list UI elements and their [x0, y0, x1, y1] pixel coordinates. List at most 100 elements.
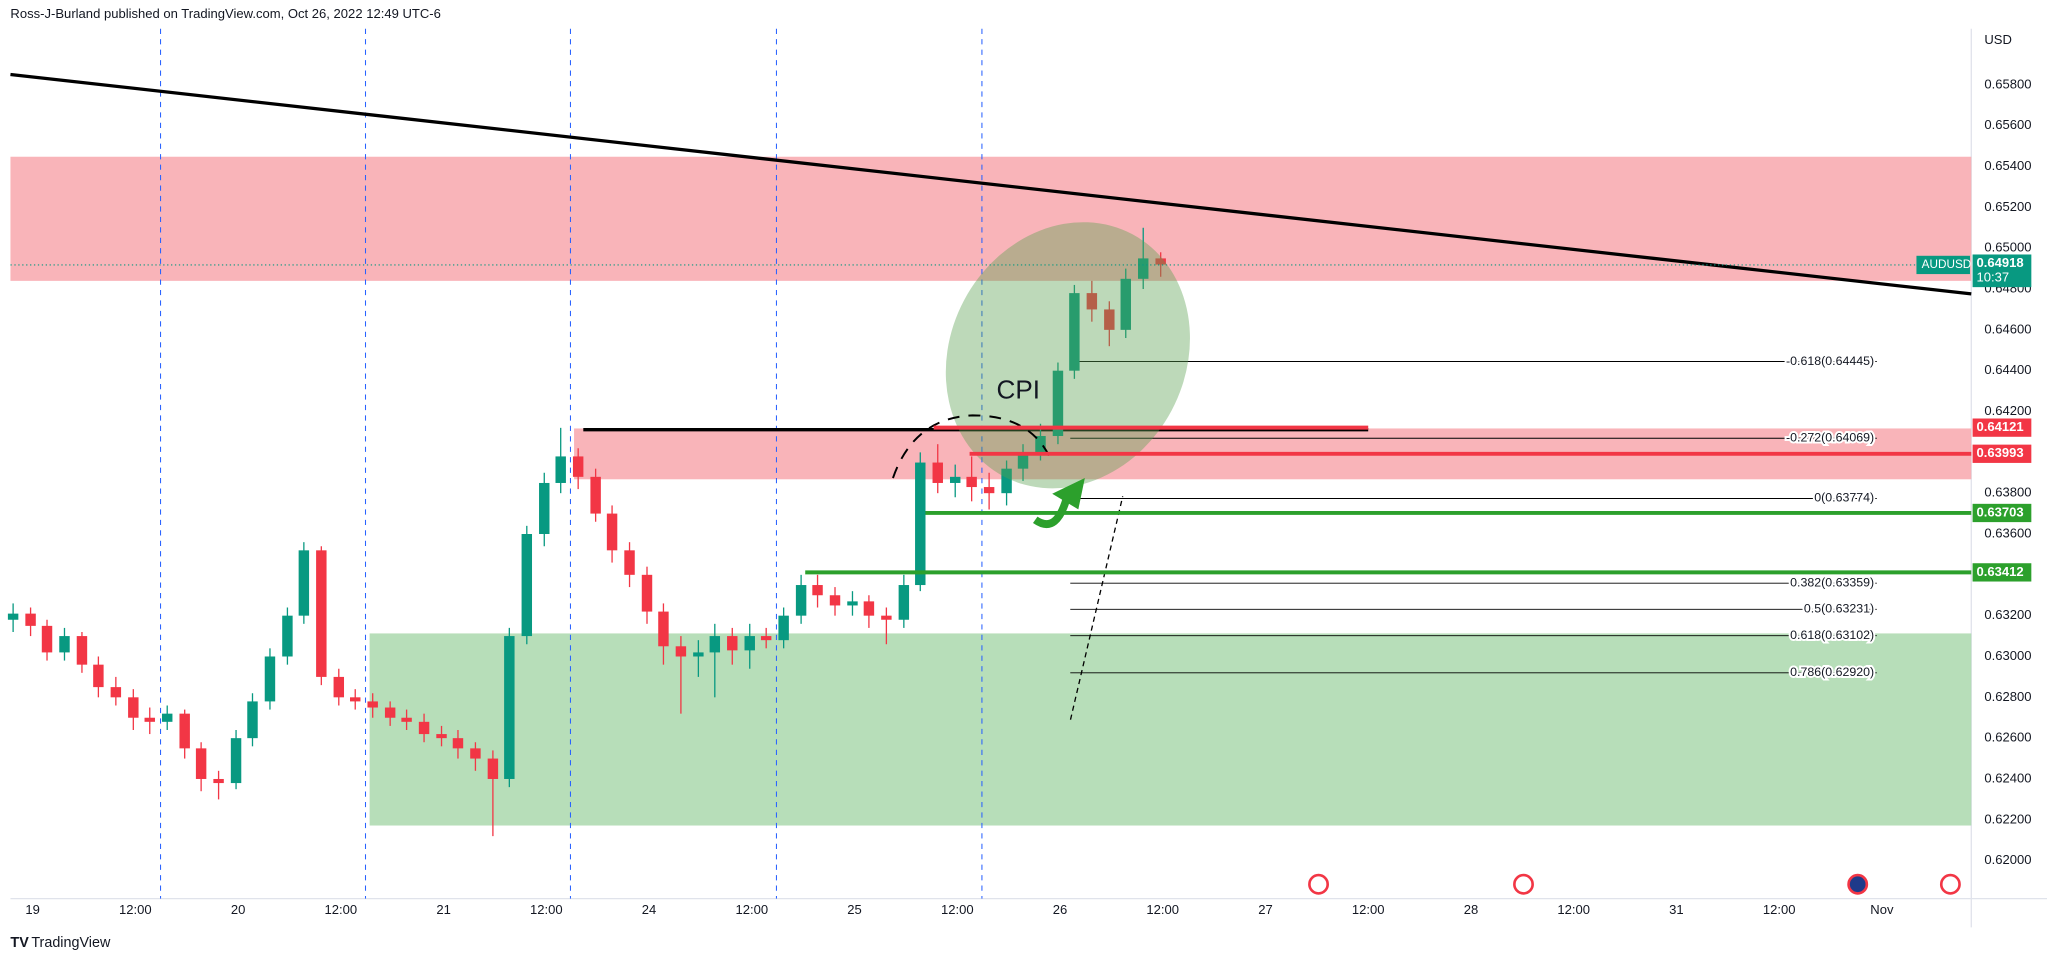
highlight-ellipse — [945, 222, 1190, 489]
candle-body — [7, 613, 19, 620]
fib-label: 0.5(0.63231) — [1804, 602, 1874, 616]
trendline — [10, 72, 1972, 296]
x-tick-label: 24 — [642, 902, 657, 917]
y-tick-label: 0.65800 — [1984, 76, 2031, 91]
header: Ross-J-Burland published on TradingView.… — [10, 6, 440, 21]
candle-body — [333, 676, 345, 698]
candle-body — [675, 646, 687, 657]
x-tick-label: 25 — [847, 902, 862, 917]
candle-body — [521, 534, 533, 637]
level-label: 0.63993 — [1977, 445, 2024, 460]
candle-body — [1104, 309, 1115, 330]
candle-body — [504, 636, 515, 779]
candle-body — [247, 701, 258, 739]
x-tick-label: 28 — [1464, 902, 1479, 917]
x-tick-label: 12:00 — [735, 902, 768, 917]
candle-body — [282, 615, 293, 657]
candle-body — [161, 713, 173, 722]
y-tick-label: 0.64600 — [1984, 321, 2031, 336]
x-tick-label: 27 — [1258, 902, 1273, 917]
y-tick-label: 0.63000 — [1984, 648, 2031, 663]
y-tick-label: 0.63800 — [1984, 485, 2031, 500]
candle-body — [932, 462, 943, 483]
candle-body — [727, 636, 738, 651]
candle-body — [1086, 293, 1098, 310]
candle-body — [418, 721, 430, 735]
level-tag — [1972, 563, 2032, 582]
candle-body — [401, 717, 412, 722]
candle-body — [693, 652, 704, 657]
currency: USD — [1984, 32, 2012, 47]
candle-body — [795, 585, 807, 616]
candle-body — [1052, 370, 1064, 437]
candle-body — [624, 550, 635, 575]
candle-body — [213, 778, 224, 784]
y-tick-label: 0.62000 — [1984, 852, 2031, 867]
candle-body — [812, 585, 823, 596]
candle-body — [298, 550, 310, 616]
candle-body — [367, 701, 378, 708]
y-tick-label: 0.65600 — [1984, 117, 2031, 132]
x-tick-label: 12:00 — [119, 902, 152, 917]
candle-body — [949, 476, 961, 483]
arrow-head — [1052, 478, 1085, 510]
candle-body — [1069, 293, 1080, 371]
candle-body — [898, 585, 910, 620]
last-price-tag — [1972, 254, 2032, 288]
y-tick-label: 0.63600 — [1984, 525, 2031, 540]
x-tick-label: 21 — [436, 902, 451, 917]
candle-body — [110, 687, 122, 698]
candle-body — [350, 697, 361, 702]
fib-label: 0.618(0.63102) — [1790, 628, 1874, 642]
candle-body — [93, 664, 104, 688]
candle-body — [452, 738, 464, 749]
level-label: 0.63703 — [1977, 504, 2024, 519]
fib-label: 0.382(0.63359) — [1790, 575, 1874, 589]
level-tag — [1972, 503, 2032, 523]
y-tick-label: 0.62800 — [1984, 689, 2031, 704]
y-tick-label: 0.65000 — [1984, 240, 2031, 255]
countdown: 10:37 — [1977, 269, 2010, 284]
candle-body — [487, 758, 499, 779]
x-tick-label: 26 — [1053, 902, 1068, 917]
x-tick-label: 12:00 — [1557, 902, 1590, 917]
x-tick-label: 12:00 — [325, 902, 358, 917]
level-label: 0.63412 — [1977, 564, 2024, 579]
x-tick-label: Nov — [1870, 902, 1894, 917]
fib-label: 0(0.63774) — [1814, 491, 1874, 505]
level-tag — [1972, 418, 2032, 437]
candle-body — [1155, 258, 1166, 265]
candle-body — [41, 625, 53, 653]
y-tick-label: 0.65400 — [1984, 158, 2031, 173]
fib-label: -0.618(0.64445) — [1786, 354, 1874, 368]
candle-body — [778, 615, 789, 641]
x-tick-label: 20 — [231, 902, 246, 917]
candle-body — [144, 717, 155, 722]
candle-body — [539, 482, 550, 535]
candle-body — [966, 476, 977, 488]
symbol-tag — [1916, 255, 1970, 275]
level-tag — [1972, 444, 2032, 463]
y-tick-label: 0.63200 — [1984, 607, 2031, 622]
candle-body — [641, 574, 653, 612]
candle-body — [179, 713, 190, 749]
candle-body — [128, 697, 139, 718]
candle-body — [658, 611, 669, 647]
fib-label: 0.786(0.62920) — [1790, 665, 1874, 679]
candle-body — [384, 707, 396, 718]
candle-body — [572, 456, 584, 477]
candle-body — [881, 615, 892, 620]
event-flags — [1308, 873, 1961, 895]
candle-body — [744, 636, 755, 651]
candle-body — [195, 748, 207, 779]
candle-body — [230, 738, 242, 784]
fib-label: -0.272(0.64069) — [1786, 431, 1874, 445]
candle-body — [1001, 468, 1012, 494]
x-tick-label: 12:00 — [1146, 902, 1179, 917]
candle-body — [1137, 258, 1149, 279]
cpi-label: CPI — [997, 375, 1041, 405]
y-tick-label: 0.62200 — [1984, 811, 2031, 826]
candle-body — [829, 595, 841, 606]
candle-body — [264, 656, 276, 702]
